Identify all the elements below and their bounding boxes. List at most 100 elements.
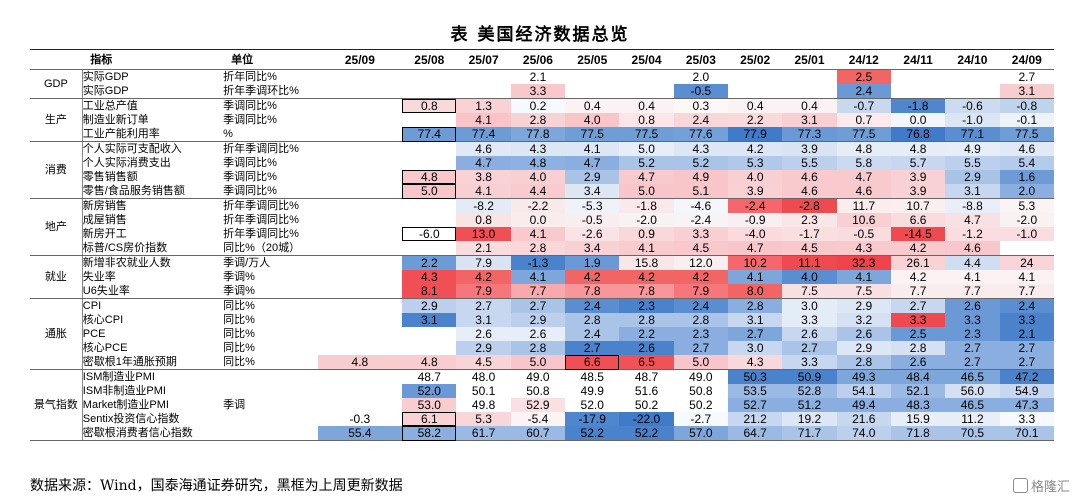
table-row: 消费 个人实际可支配收入 折年季调同比% 4.6 4.3 4.1 5.0 4.3 4.2 3.9 4…: [30, 141, 1054, 199]
value-cell: 3.0: [728, 341, 783, 355]
value-cell: 3.4: [565, 184, 620, 199]
value-cell: 4.6: [456, 141, 511, 156]
value-cell: 77.4: [456, 127, 511, 142]
value-cell: 10.7: [890, 198, 946, 213]
value-cell: 24: [999, 255, 1054, 270]
header-month: 25/02: [728, 52, 783, 70]
indicator-name: U6失业率: [82, 284, 224, 299]
value-cell: 7.8: [565, 284, 620, 299]
value-cell: 2.8: [510, 113, 566, 127]
value-cell: -2.6: [565, 227, 620, 241]
indicator-unit: 折年季调环比%: [223, 84, 318, 99]
header-month: 25/05: [565, 52, 620, 70]
table-row: U6失业率 季调% 8.1 7.9 7.7 7.8 7.8 7.9 8.0 7.5 7.5 7.7 7.…: [30, 284, 1054, 299]
value-cell: 48.7: [402, 369, 457, 384]
value-cell: 32.3: [836, 255, 891, 270]
value-cell: 0.4: [728, 98, 783, 113]
value-cell: 3.1: [999, 84, 1054, 99]
header-indicator: 指标: [82, 52, 224, 70]
value-cell: [891, 70, 945, 85]
value-cell: -2.4: [728, 198, 783, 213]
value-cell: 48.5: [565, 369, 620, 384]
value-cell: 4.6: [836, 184, 891, 199]
category-label: GDP: [30, 69, 83, 99]
value-cell: 2.1: [456, 241, 511, 256]
value-cell: -0.9: [728, 213, 783, 227]
value-cell: 3.4: [565, 241, 620, 256]
value-cell: 2.6: [890, 355, 946, 370]
table-row: 新房开工 折年季调同比% -6.0 13.0 4.1 -2.6 0.9 3.3 -4.0 -1.7…: [30, 227, 1054, 241]
indicator-name: 核心CPI: [82, 314, 124, 326]
value-cell: 77.1: [945, 127, 1000, 142]
value-cell: 5.5: [782, 156, 837, 170]
value-cell: 77.4: [402, 127, 457, 142]
value-cell: 4.1: [836, 270, 891, 284]
value-cell: -5.4: [510, 412, 566, 426]
value-cell: 19.2: [782, 412, 837, 426]
value-cell: [402, 70, 456, 85]
value-cell: 48.3: [890, 398, 946, 412]
category-label: 就业: [30, 255, 83, 299]
value-cell: 2.7: [890, 298, 946, 313]
value-cell: 3.2: [836, 313, 891, 327]
value-cell: -2.0: [999, 213, 1054, 227]
indicator-unit: 折年季调同比%: [223, 214, 299, 226]
value-cell: 4.8: [510, 156, 566, 170]
value-cell: [402, 84, 457, 99]
indicator-unit: [223, 412, 318, 426]
value-cell: 2.7: [945, 355, 1000, 370]
table-row: 景气指数 ISM制造业PMI 48.7 48.0 49.0 48.5 48.7 49.0 50.…: [30, 369, 1054, 441]
value-cell: 3.9: [890, 184, 946, 199]
value-cell: 2.9: [945, 170, 1000, 184]
value-cell: 7.7: [890, 284, 946, 299]
value-cell: 77.9: [728, 127, 783, 142]
indicator-unit: [223, 426, 318, 441]
value-cell: 2.4: [673, 298, 729, 313]
indicator-name: 个人实际消费支出: [82, 157, 171, 169]
value-cell: 8.0: [728, 284, 783, 299]
value-cell: -4.6: [673, 198, 729, 213]
value-cell: [402, 113, 456, 127]
value-cell: 0.4: [782, 98, 837, 113]
value-cell: 4.2: [619, 270, 674, 284]
indicator-unit: %: [223, 127, 318, 142]
value-cell: 4.0: [510, 170, 566, 184]
value-cell: 5.1: [673, 184, 729, 199]
value-cell: 4.6: [945, 241, 1000, 256]
indicator-name: 密歇根1年通胀预期: [82, 355, 224, 370]
value-cell: 7.5: [782, 284, 837, 299]
value-cell: [565, 84, 620, 99]
value-cell: 8.1: [402, 284, 457, 299]
value-cell: [318, 341, 402, 355]
value-cell: -8.2: [456, 198, 511, 213]
value-cell: [402, 213, 456, 227]
header-month: 25/03: [673, 52, 729, 70]
value-cell: 11.1: [782, 255, 837, 270]
value-cell: 4.1: [456, 113, 511, 127]
indicator-name: 成屋销售: [82, 214, 127, 226]
value-cell: [999, 241, 1054, 256]
value-cell: 7.7: [510, 284, 566, 299]
value-cell: 3.9: [890, 170, 946, 184]
header-month: 24/09: [999, 52, 1054, 70]
indicator-unit: 季调同比%: [223, 157, 277, 169]
value-cell: [318, 299, 402, 314]
value-cell: 10.2: [728, 255, 783, 270]
value-cell: 2.7: [456, 298, 511, 313]
header-month: 24/12: [836, 52, 891, 70]
page-title: 表 美国经济数据总览: [450, 25, 630, 45]
value-cell: -1.3: [510, 255, 566, 270]
header-blank: [30, 52, 83, 70]
value-cell: 7.9: [456, 255, 511, 270]
value-cell: 77.5: [999, 127, 1054, 142]
value-cell: [945, 70, 999, 85]
value-cell: 2.7: [999, 355, 1054, 370]
value-cell: 12.0: [673, 255, 729, 270]
value-cell: 5.0: [619, 141, 674, 156]
table-row: 密歇根1年通胀预期 同比% 4.8 4.8 4.5 5.0 6.6 6.5 5.0 4.3 3.3 2…: [30, 355, 1054, 370]
indicator-name: 实际GDP: [82, 84, 224, 99]
value-cell: 49.8: [456, 398, 511, 412]
table-row: 工业产能利用率% 77.4 77.4 77.8 77.5 77.5 77.6 77.9 77.3…: [30, 127, 1054, 142]
value-cell: 6.5: [619, 355, 674, 370]
indicator-name: PCE: [82, 328, 106, 340]
